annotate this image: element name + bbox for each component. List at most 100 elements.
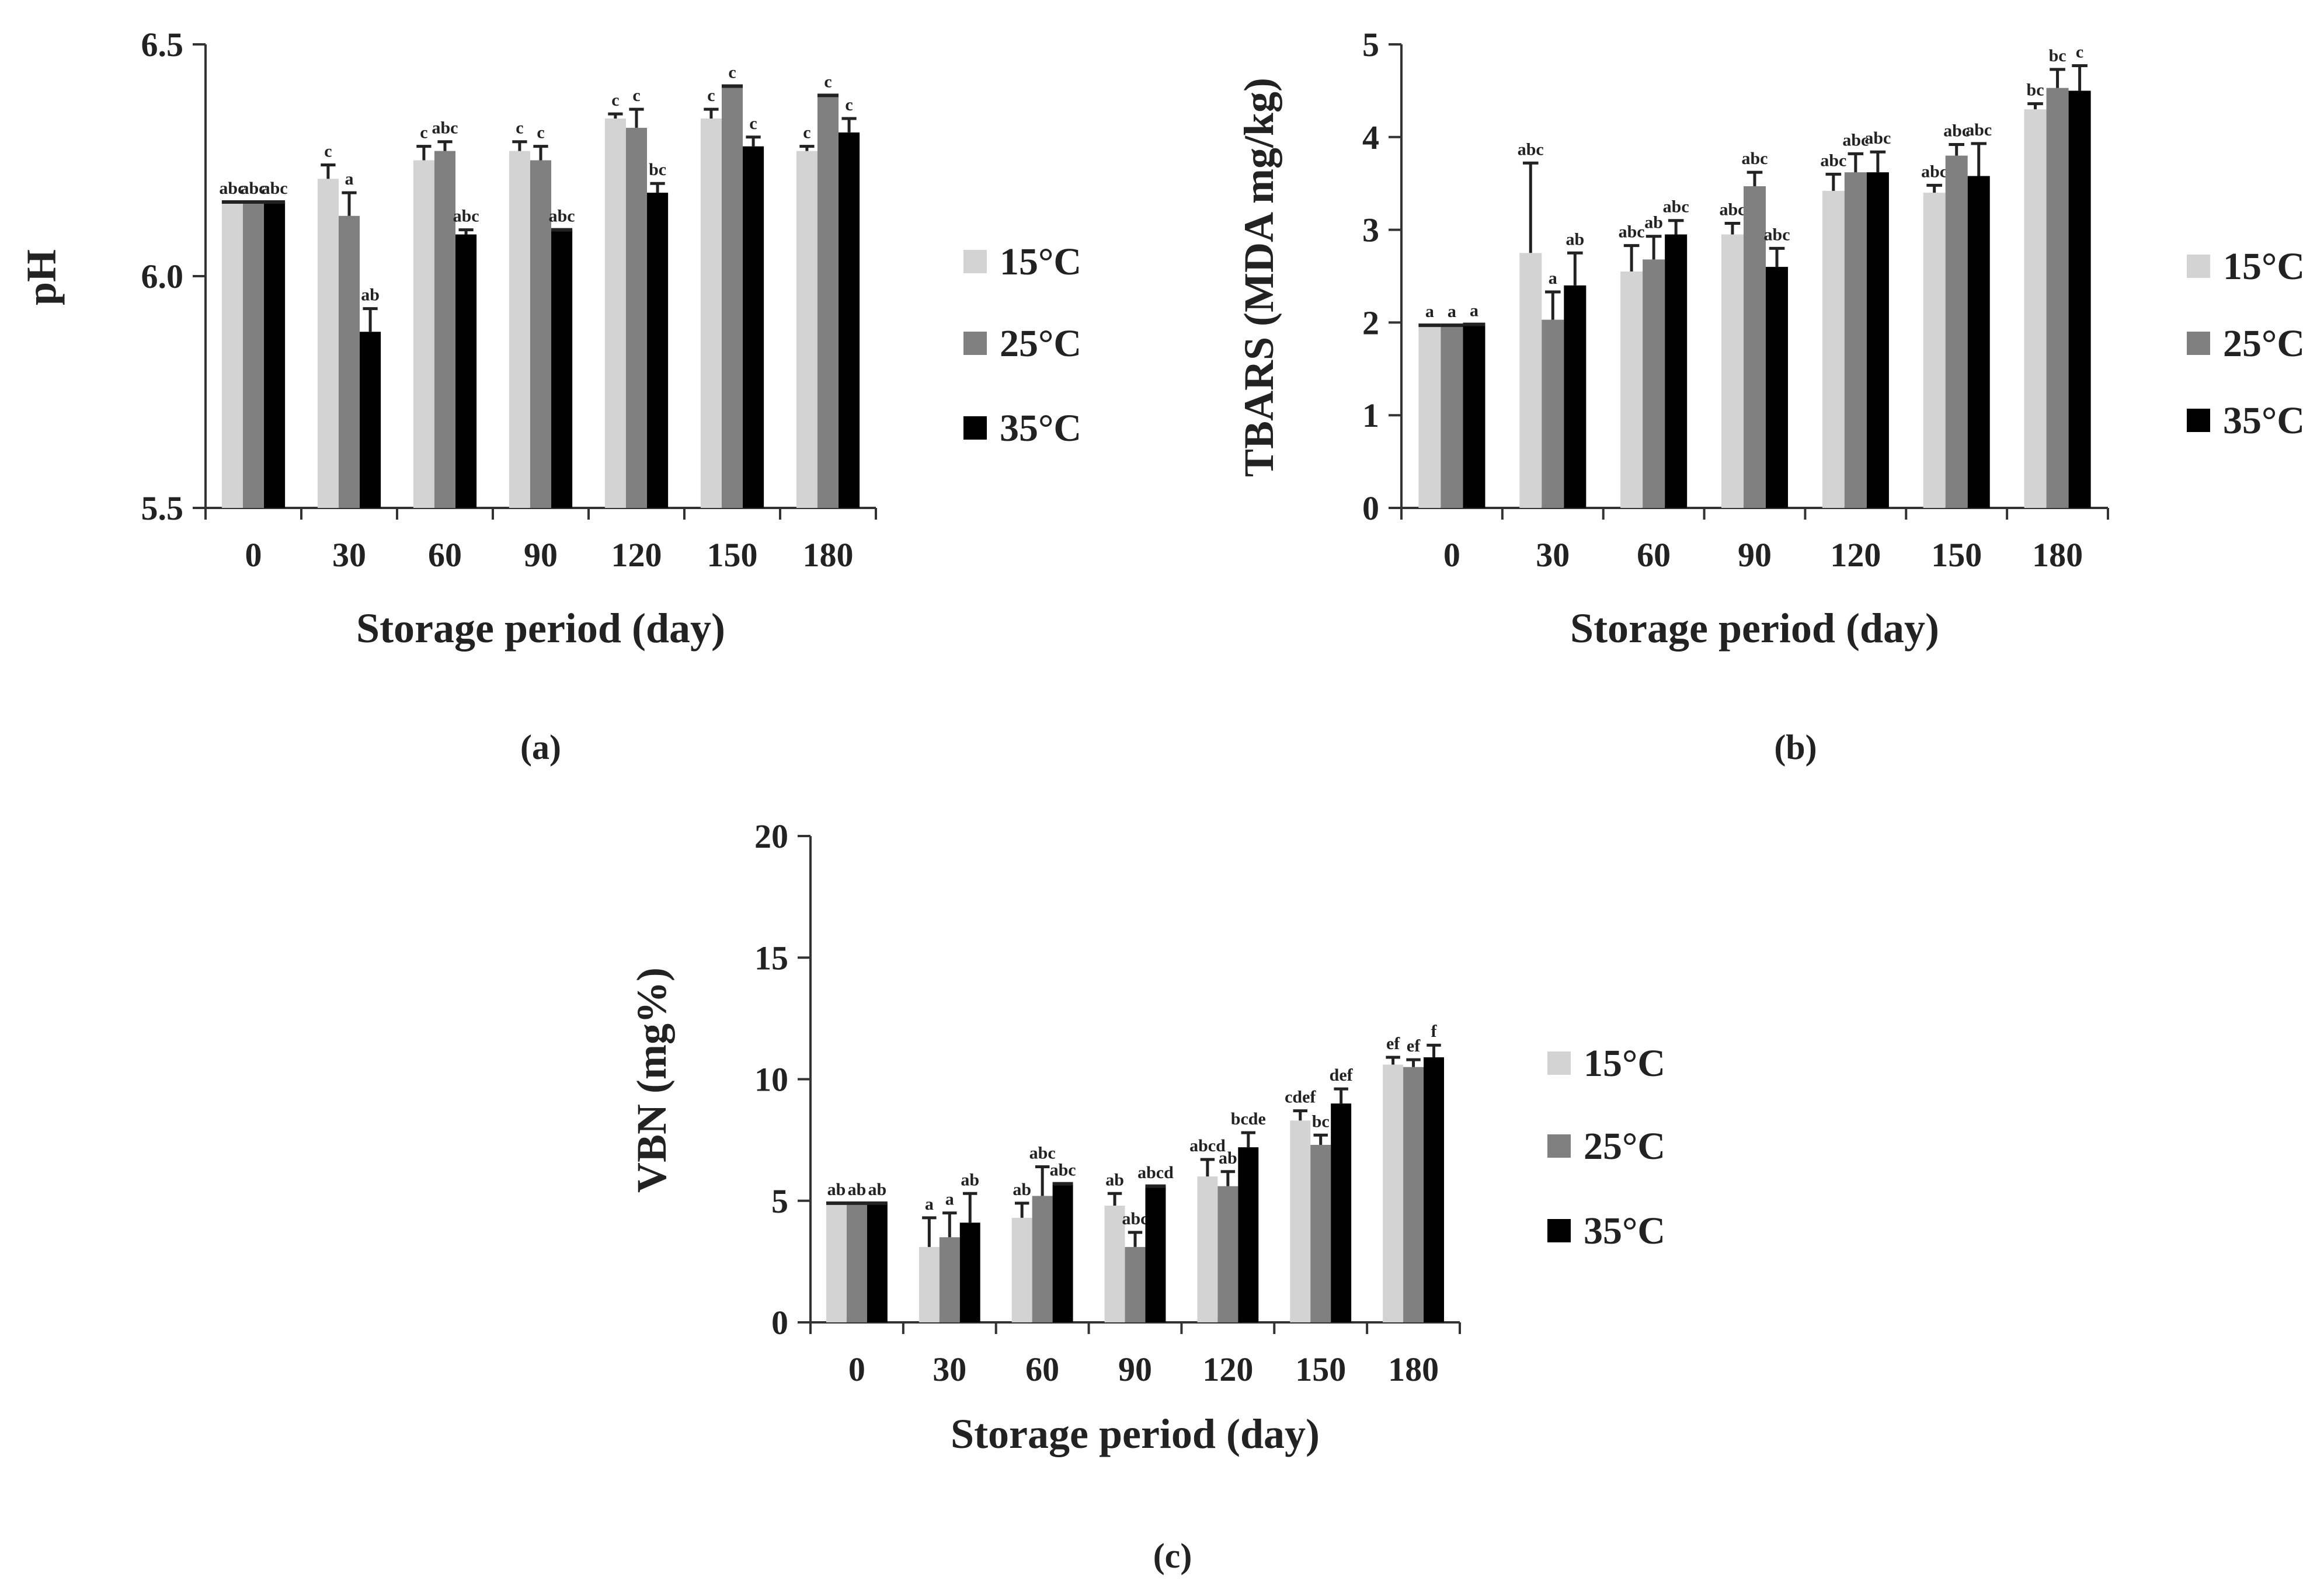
significance-letter: c: [516, 119, 523, 138]
significance-letter: abc: [1719, 200, 1745, 219]
bar: [1032, 1196, 1053, 1322]
significance-letter: bc: [649, 160, 666, 179]
x-tick-label: 90: [524, 536, 558, 574]
significance-letter: ef: [1386, 1034, 1400, 1053]
y-tick-label: 5: [771, 1182, 788, 1220]
panel-caption: (a): [520, 728, 561, 767]
x-tick-label: 60: [1025, 1350, 1059, 1388]
legend-label: 25°C: [2223, 322, 2305, 365]
y-axis-label: pH: [18, 249, 65, 305]
significance-letter: c: [632, 86, 640, 105]
significance-letter: def: [1330, 1065, 1354, 1085]
bar: [1403, 1067, 1424, 1322]
bar: [1519, 253, 1542, 508]
significance-letter: abc: [1663, 197, 1689, 217]
significance-letter: c: [420, 123, 427, 142]
bar: [1145, 1186, 1166, 1322]
bar: [1844, 172, 1867, 508]
significance-letter: abc: [1742, 149, 1768, 168]
significance-letter: c: [749, 114, 757, 133]
x-tick-label: 150: [1931, 536, 1982, 574]
significance-letter: c: [728, 62, 736, 82]
significance-letter: abc: [1943, 121, 1970, 141]
bar: [959, 1223, 980, 1322]
bar: [509, 151, 530, 508]
bar: [338, 215, 360, 508]
x-tick-label: 60: [428, 536, 462, 574]
legend-label: 25°C: [1000, 322, 1081, 365]
significance-letter: c: [324, 141, 332, 161]
bar: [1643, 259, 1665, 508]
significance-letter: abc: [1122, 1209, 1149, 1228]
x-tick-label: 180: [2032, 536, 2083, 574]
x-tick-label: 120: [1202, 1350, 1253, 1388]
x-tick-label: 150: [707, 536, 758, 574]
x-tick-label: 120: [611, 536, 662, 574]
x-tick-label: 0: [848, 1350, 865, 1388]
legend-label: 25°C: [1584, 1125, 1665, 1168]
legend-label: 15°C: [1000, 241, 1081, 283]
significance-letter: c: [707, 86, 715, 105]
bar: [221, 201, 243, 509]
significance-letter: bcde: [1231, 1109, 1266, 1129]
bar: [743, 146, 764, 508]
bar: [1542, 319, 1564, 508]
bar: [1217, 1186, 1238, 1322]
y-tick-label: 4: [1362, 119, 1379, 156]
significance-letter: ab: [961, 1170, 979, 1189]
bar: [2068, 90, 2091, 508]
bar: [2046, 88, 2069, 509]
significance-letter: abc: [241, 179, 267, 198]
bar: [919, 1246, 940, 1322]
panel-caption: (b): [1774, 728, 1817, 767]
bar: [647, 193, 669, 509]
bar: [1822, 190, 1845, 508]
bar: [1125, 1246, 1146, 1322]
bar: [796, 151, 817, 508]
bar: [839, 132, 860, 509]
legend-label: 15°C: [1584, 1042, 1665, 1085]
legend-swatch: [2187, 409, 2210, 432]
significance-letter: abc: [262, 179, 288, 198]
y-tick-label: 6.0: [141, 257, 184, 295]
significance-letter: ef: [1407, 1036, 1421, 1056]
bar: [826, 1203, 847, 1322]
significance-letter: abc: [1820, 151, 1846, 170]
significance-letter: ab: [868, 1180, 887, 1199]
bar: [360, 332, 381, 508]
significance-letter: c: [824, 72, 832, 91]
y-tick-label: 5: [1362, 26, 1379, 64]
legend-swatch: [963, 416, 987, 440]
significance-letter: abc: [1764, 225, 1790, 244]
significance-letter: a: [1549, 269, 1557, 288]
panel-caption: (c): [1153, 1537, 1192, 1575]
bar: [1011, 1217, 1032, 1322]
legend-swatch: [2187, 255, 2210, 278]
legend-label: 15°C: [2223, 245, 2305, 288]
x-tick-label: 60: [1637, 536, 1671, 574]
bar: [1665, 234, 1688, 508]
y-tick-label: 0: [1362, 489, 1379, 527]
y-tick-label: 1: [1362, 396, 1379, 434]
bar: [264, 201, 286, 509]
bar: [1766, 267, 1789, 508]
significance-letter: abc: [1029, 1143, 1056, 1162]
significance-letter: f: [1431, 1022, 1438, 1041]
x-tick-label: 180: [1388, 1350, 1439, 1388]
x-tick-label: 30: [933, 1350, 966, 1388]
y-tick-label: 0: [771, 1304, 788, 1342]
bar: [1197, 1176, 1218, 1322]
significance-letter: c: [845, 95, 853, 114]
x-tick-label: 0: [245, 536, 262, 574]
x-axis-label: Storage period (day): [356, 605, 725, 652]
bar: [1052, 1183, 1073, 1322]
legend-label: 35°C: [1584, 1210, 1665, 1252]
y-tick-label: 5.5: [141, 489, 184, 527]
legend-swatch: [1547, 1051, 1571, 1075]
bar: [1967, 176, 1990, 509]
bar: [1238, 1147, 1259, 1322]
y-tick-label: 10: [754, 1061, 788, 1099]
bar: [817, 95, 839, 509]
bar: [434, 151, 456, 508]
